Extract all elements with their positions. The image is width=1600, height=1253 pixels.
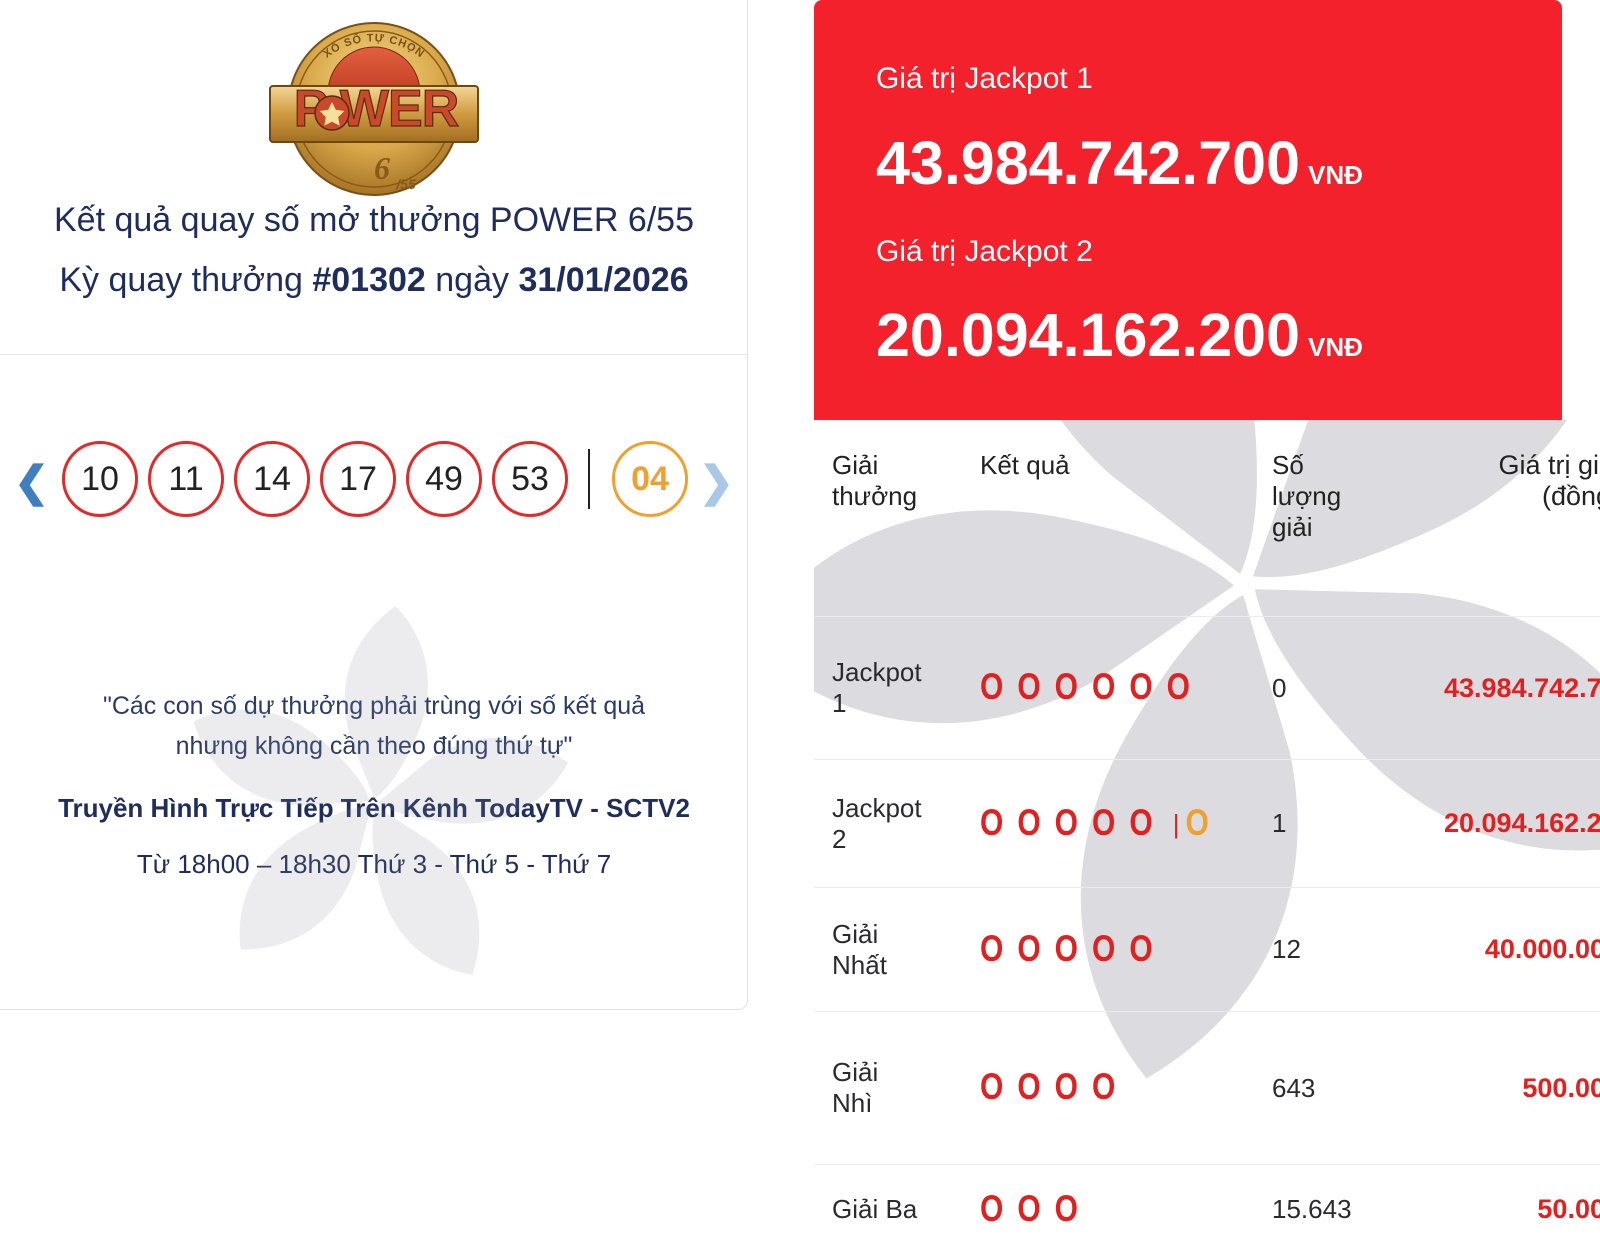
svg-text:6: 6 <box>374 150 390 186</box>
svg-text:/55: /55 <box>395 176 416 192</box>
